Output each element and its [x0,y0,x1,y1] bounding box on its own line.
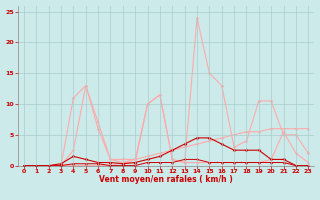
X-axis label: Vent moyen/en rafales ( km/h ): Vent moyen/en rafales ( km/h ) [99,175,233,184]
